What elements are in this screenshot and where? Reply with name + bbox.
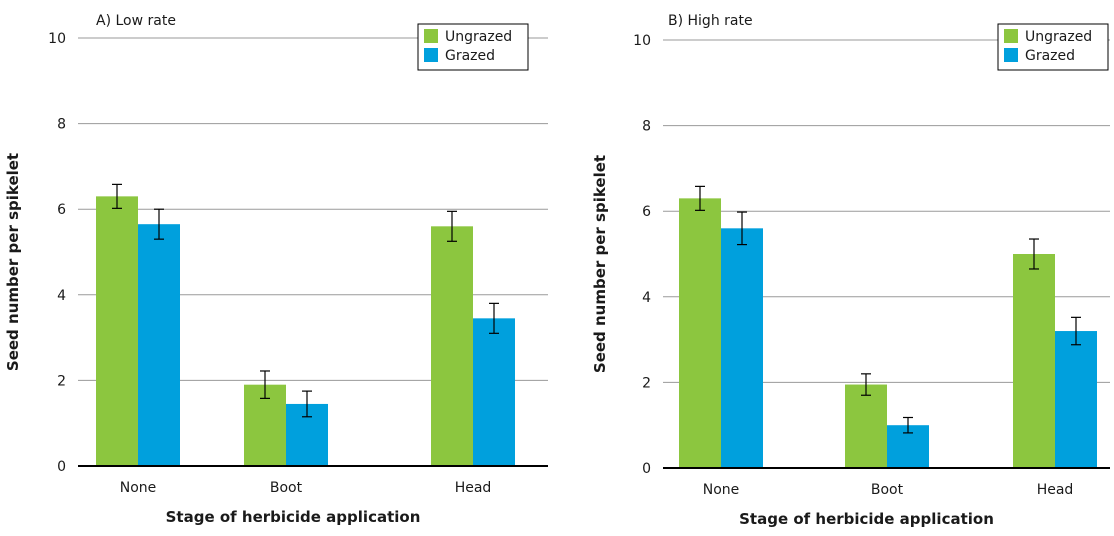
bar-grazed-none — [721, 228, 763, 468]
legend-label-grazed: Grazed — [445, 48, 495, 64]
y-tick-label: 0 — [57, 459, 66, 475]
legend-label-ungrazed: Ungrazed — [1025, 29, 1092, 45]
bar-grazed-none — [138, 224, 180, 466]
x-tick-label: None — [120, 480, 157, 496]
y-tick-label: 6 — [642, 204, 651, 220]
chart-panel-0: 0 2 4 6 8 10 None Boot Head A) Low rate Stage of h… — [4, 13, 548, 526]
y-axis-title: Seed number per spikelet — [591, 155, 609, 373]
bar-ungrazed-none — [96, 196, 138, 467]
y-tick-label: 6 — [57, 202, 66, 218]
chart-panel-1: 0 2 4 6 8 10 None Boot Head B) High rate Stage of … — [591, 13, 1110, 528]
bar-ungrazed-head — [1013, 254, 1055, 468]
y-tick-label: 2 — [57, 373, 66, 389]
legend-swatch-ungrazed — [424, 29, 438, 43]
y-tick-label: 0 — [642, 461, 651, 477]
x-tick-label: Head — [455, 480, 492, 496]
legend-swatch-ungrazed — [1004, 29, 1018, 43]
bar-ungrazed-head — [431, 226, 473, 466]
bar-grazed-head — [1055, 331, 1097, 468]
bar-ungrazed-none — [679, 198, 721, 469]
bar-ungrazed-boot — [845, 384, 887, 468]
y-tick-label: 8 — [642, 119, 651, 135]
y-tick-label: 8 — [57, 117, 66, 133]
x-axis-title: Stage of herbicide application — [739, 510, 994, 528]
y-tick-label: 4 — [642, 290, 651, 306]
legend-label-ungrazed: Ungrazed — [445, 29, 512, 45]
bar-grazed-head — [473, 318, 515, 466]
x-tick-label: Head — [1037, 482, 1074, 498]
x-axis-title: Stage of herbicide application — [166, 508, 421, 526]
legend: Ungrazed Grazed — [417, 23, 529, 71]
legend-label-grazed: Grazed — [1025, 48, 1075, 64]
panel-title: A) Low rate — [96, 13, 176, 29]
y-tick-label: 4 — [57, 288, 66, 304]
legend-swatch-grazed — [424, 48, 438, 62]
x-tick-label: None — [703, 482, 740, 498]
legend-swatch-grazed — [1004, 48, 1018, 62]
y-tick-label: 10 — [633, 33, 651, 49]
y-tick-label: 2 — [642, 375, 651, 391]
x-tick-label: Boot — [270, 480, 303, 496]
y-tick-label: 10 — [48, 31, 66, 47]
y-axis-title: Seed number per spikelet — [4, 153, 22, 371]
legend: Ungrazed Grazed — [997, 23, 1109, 71]
panel-title: B) High rate — [668, 13, 753, 29]
x-tick-label: Boot — [871, 482, 904, 498]
